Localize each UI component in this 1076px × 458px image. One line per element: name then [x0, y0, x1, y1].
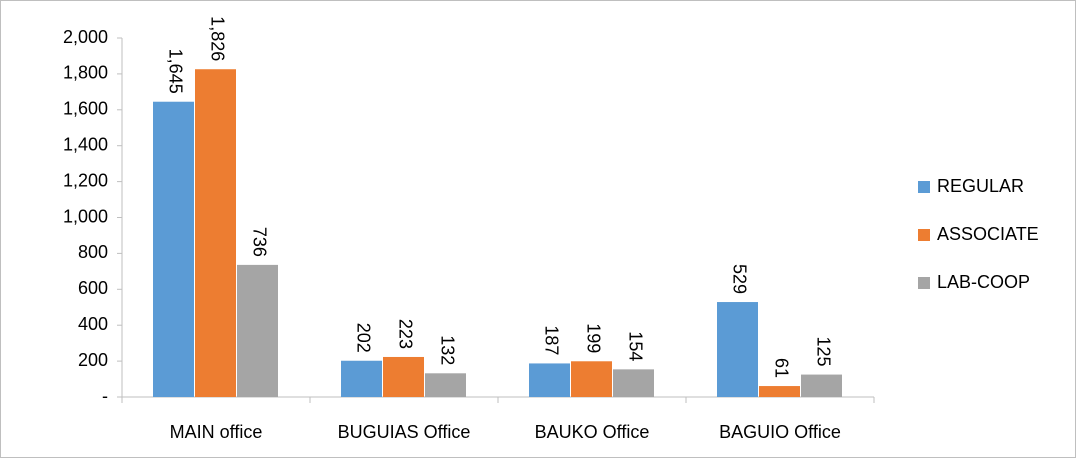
- x-tick-label: BAUKO Office: [535, 422, 650, 442]
- data-label: 1,645: [165, 49, 185, 94]
- legend-swatch: [918, 277, 930, 289]
- y-tick-label: 1,200: [63, 170, 108, 190]
- legend-swatch: [918, 181, 930, 193]
- x-tick-label: MAIN office: [170, 422, 263, 442]
- x-tick-label: BAGUIO Office: [719, 422, 841, 442]
- data-label: 199: [583, 323, 603, 353]
- bar: [153, 101, 194, 397]
- y-tick-label: 1,800: [63, 63, 108, 83]
- data-label: 132: [437, 335, 457, 365]
- data-label: 187: [541, 325, 561, 355]
- data-label: 223: [395, 319, 415, 349]
- legend-label: LAB-COOP: [937, 272, 1030, 292]
- y-tick-label: 200: [78, 350, 108, 370]
- y-tick-label: -: [102, 386, 108, 406]
- y-tick-label: 800: [78, 242, 108, 262]
- bar: [237, 264, 278, 397]
- bar: [341, 360, 382, 397]
- x-tick-label: BUGUIAS Office: [338, 422, 471, 442]
- bar: [529, 363, 570, 397]
- bar: [425, 373, 466, 397]
- bar: [759, 386, 800, 397]
- y-tick-label: 400: [78, 314, 108, 334]
- y-tick-label: 1,400: [63, 134, 108, 154]
- bar: [571, 361, 612, 397]
- bar: [801, 374, 842, 397]
- legend-label: ASSOCIATE: [937, 224, 1039, 244]
- data-label: 154: [625, 331, 645, 361]
- y-tick-label: 1,000: [63, 206, 108, 226]
- bar: [717, 302, 758, 397]
- y-tick-label: 1,600: [63, 99, 108, 119]
- legend-swatch: [918, 229, 930, 241]
- legend-label: REGULAR: [937, 176, 1024, 196]
- y-tick-label: 2,000: [63, 27, 108, 47]
- data-label: 1,826: [207, 16, 227, 61]
- data-label: 736: [249, 227, 269, 257]
- data-label: 202: [353, 323, 373, 353]
- y-tick-label: 600: [78, 278, 108, 298]
- bar: [383, 356, 424, 397]
- data-label: 125: [813, 337, 833, 367]
- bar: [613, 369, 654, 397]
- bar: [195, 69, 236, 397]
- data-label: 529: [729, 264, 749, 294]
- data-label: 61: [771, 358, 791, 378]
